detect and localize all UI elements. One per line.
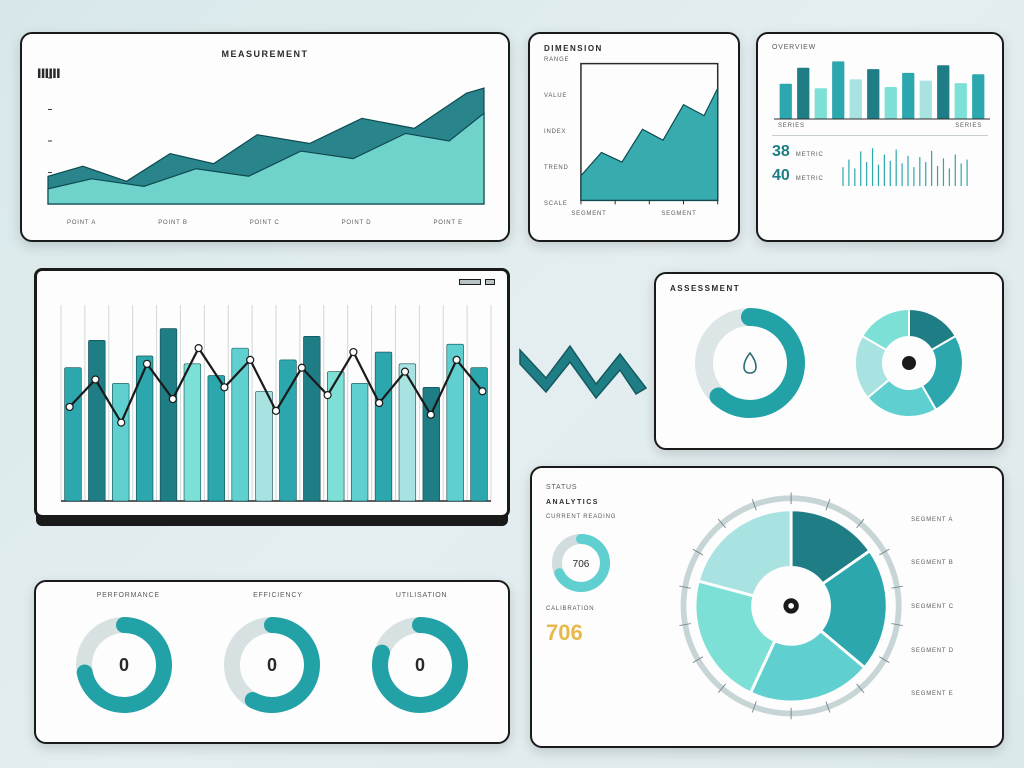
x-label: POINT C <box>250 220 280 226</box>
area2-title: DIMENSION <box>544 44 724 53</box>
area-chart-primary <box>36 66 496 216</box>
radial-big-value: 706 <box>546 620 671 646</box>
donuts-title: ASSESSMENT <box>670 284 988 293</box>
stat-value-1: 40 <box>772 167 790 185</box>
legend-item: SEGMENT D <box>911 648 988 654</box>
area-chart-secondary <box>575 57 724 207</box>
donut-progress <box>685 298 815 428</box>
bottom-label: SEGMENT <box>661 211 696 217</box>
gauge-2: 0 <box>360 605 480 725</box>
area1-xaxis: POINT A POINT B POINT C POINT D POINT E <box>36 220 494 226</box>
x-label: POINT D <box>342 220 372 226</box>
radial-legend: SEGMENT A SEGMENT B SEGMENT C SEGMENT D … <box>911 478 988 736</box>
svg-text:0: 0 <box>119 655 129 675</box>
svg-text:0: 0 <box>415 655 425 675</box>
stat-label-0: METRIC <box>796 152 824 158</box>
summary-card: OVERVIEW SERIES SERIES 38 METRIC 40 METR… <box>756 32 1004 242</box>
donut-segmented <box>844 298 974 428</box>
summary-title: OVERVIEW <box>772 44 988 51</box>
gauges-card: PERFORMANCE EFFICIENCY UTILISATION 0 0 0 <box>34 580 510 744</box>
radial-label-top: STATUS <box>546 484 671 491</box>
svg-text:0: 0 <box>267 655 277 675</box>
window-controls <box>459 279 495 285</box>
main-bar-combo-chart <box>51 295 501 511</box>
side-label: TREND <box>544 165 569 171</box>
zigzag-arrow-icon <box>518 320 648 440</box>
radial-left-col: STATUS ANALYTICS CURRENT READING 706 CAL… <box>546 478 671 736</box>
min-icon[interactable] <box>459 279 481 285</box>
bars-label-right: SERIES <box>955 123 982 129</box>
side-label: RANGE <box>544 57 569 63</box>
donuts-card: ASSESSMENT <box>654 272 1004 450</box>
legend-item: SEGMENT A <box>911 517 988 523</box>
barcode-icon: ▌▌▌▌▌▌ <box>38 70 61 78</box>
area-chart-card-secondary: DIMENSION RANGE VALUE INDEX TREND SCALE … <box>528 32 740 242</box>
area1-title: MEASUREMENT <box>221 49 308 59</box>
radial-segmented-chart <box>671 478 911 728</box>
main-bar-combo-card <box>34 268 510 518</box>
mini-gauge: 706 <box>546 528 616 598</box>
gauge-label-0: PERFORMANCE <box>97 592 160 599</box>
vertical-barcode-icon: MEASUREMENT <box>36 44 494 62</box>
side-label: INDEX <box>544 129 569 135</box>
area-chart-card-primary: MEASUREMENT ▌▌▌▌▌▌ POINT A POINT B POINT… <box>20 32 510 242</box>
x-label: POINT A <box>67 220 96 226</box>
gauge-label-2: UTILISATION <box>396 592 447 599</box>
radial-card: STATUS ANALYTICS CURRENT READING 706 CAL… <box>530 466 1004 748</box>
x-label: POINT E <box>433 220 463 226</box>
x-label: POINT B <box>158 220 188 226</box>
legend-item: SEGMENT E <box>911 691 988 697</box>
side-label: SCALE <box>544 201 569 207</box>
bars-label-left: SERIES <box>778 123 805 129</box>
side-label: VALUE <box>544 93 569 99</box>
legend-item: SEGMENT B <box>911 560 988 566</box>
svg-text:706: 706 <box>573 559 590 570</box>
mini-bar-chart <box>772 51 992 123</box>
sparkline <box>842 142 972 186</box>
bottom-label: SEGMENT <box>571 211 606 217</box>
gauge-0: 0 <box>64 605 184 725</box>
gauge-label-1: EFFICIENCY <box>253 592 303 599</box>
legend-item: SEGMENT C <box>911 604 988 610</box>
gauge-1: 0 <box>212 605 332 725</box>
area2-bottom-labels: SEGMENT SEGMENT <box>544 211 724 217</box>
stat-label-1: METRIC <box>796 176 824 182</box>
area2-side-labels: RANGE VALUE INDEX TREND SCALE <box>544 57 569 207</box>
radial-label-bot: CALIBRATION <box>546 606 671 612</box>
close-icon[interactable] <box>485 279 495 285</box>
radial-label-mid: CURRENT READING <box>546 514 671 520</box>
stat-value-0: 38 <box>772 143 790 161</box>
radial-title: ANALYTICS <box>546 499 671 506</box>
